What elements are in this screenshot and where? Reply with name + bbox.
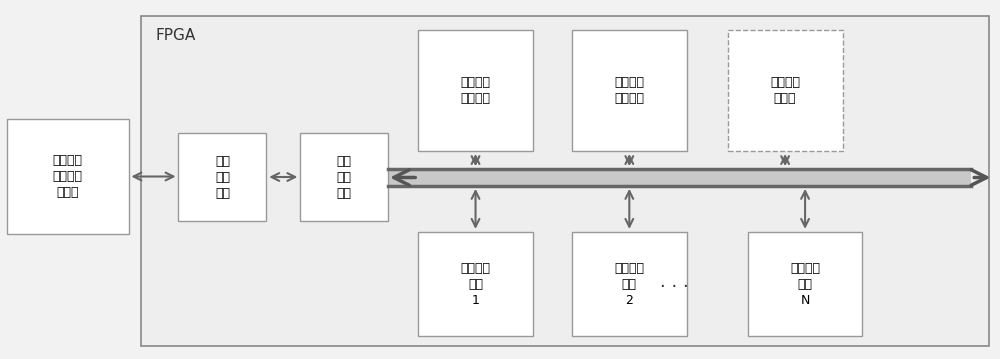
Bar <box>572 29 687 151</box>
Bar <box>7 119 129 234</box>
Text: 局部重构
配置模块: 局部重构 配置模块 <box>614 76 644 105</box>
Bar <box>140 16 989 346</box>
Text: 波形组件
容器
1: 波形组件 容器 1 <box>461 262 491 307</box>
Text: · · ·: · · · <box>660 278 689 295</box>
Bar <box>418 29 533 151</box>
Text: 其他自定
义模块: 其他自定 义模块 <box>770 76 800 105</box>
Bar <box>572 232 687 336</box>
Bar <box>300 133 388 221</box>
Bar <box>178 133 266 221</box>
Text: FPGA: FPGA <box>155 28 196 43</box>
Text: 波形组件
容器
N: 波形组件 容器 N <box>790 262 820 307</box>
Text: 波形组件
加载控制
处理器: 波形组件 加载控制 处理器 <box>53 154 83 199</box>
Text: 动态时钟
配置模块: 动态时钟 配置模块 <box>461 76 491 105</box>
Bar <box>728 29 843 151</box>
Bar <box>388 169 971 186</box>
Text: 总线
译码
模块: 总线 译码 模块 <box>337 154 352 200</box>
Text: 总线
桥接
模块: 总线 桥接 模块 <box>215 154 230 200</box>
Bar <box>418 232 533 336</box>
Text: 波形组件
容器
2: 波形组件 容器 2 <box>614 262 644 307</box>
Bar <box>748 232 862 336</box>
